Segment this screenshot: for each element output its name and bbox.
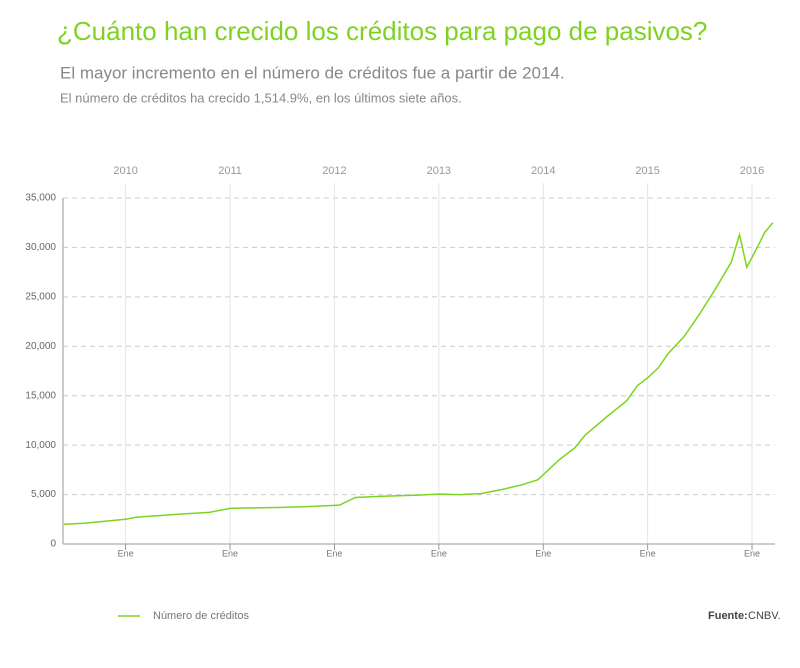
source-label: Fuente: — [708, 610, 748, 622]
line-series — [63, 222, 774, 525]
x-tick-label-top: 2016 — [740, 165, 764, 177]
x-tick-label: Ene — [326, 548, 342, 558]
source: CNBV. — [748, 610, 781, 622]
y-tick-label: 0 — [50, 539, 56, 550]
x-tick-label: Ene — [118, 548, 134, 558]
x-tick-label-top: 2011 — [218, 165, 242, 177]
y-tick-label: 35,000 — [25, 193, 56, 204]
note: El número de créditos ha crecido 1,514.9… — [60, 90, 462, 105]
x-tick-label: Ene — [535, 548, 551, 558]
x-tick-label-top: 2013 — [427, 165, 451, 177]
y-tick-label: 25,000 — [25, 291, 56, 302]
x-tick-label: Ene — [744, 548, 760, 558]
subtitle: El mayor incremento en el número de créd… — [60, 63, 565, 82]
x-tick-label-top: 2015 — [635, 165, 659, 177]
y-tick-label: 5,000 — [31, 489, 56, 500]
y-tick-label: 30,000 — [25, 242, 56, 253]
x-tick-label: Ene — [640, 548, 656, 558]
y-tick-label: 10,000 — [25, 440, 56, 451]
x-tick-label-top: 2012 — [322, 165, 346, 177]
chart-title: ¿Cuánto han crecido los créditos para pa… — [57, 16, 707, 46]
x-tick-label: Ene — [222, 548, 238, 558]
y-tick-label: 15,000 — [25, 390, 56, 401]
x-tick-label-top: 2014 — [531, 165, 555, 177]
x-tick-label-top: 2010 — [113, 165, 137, 177]
y-tick-label: 20,000 — [25, 341, 56, 352]
legend-label: Número de créditos — [153, 610, 249, 622]
x-tick-label: Ene — [431, 548, 447, 558]
